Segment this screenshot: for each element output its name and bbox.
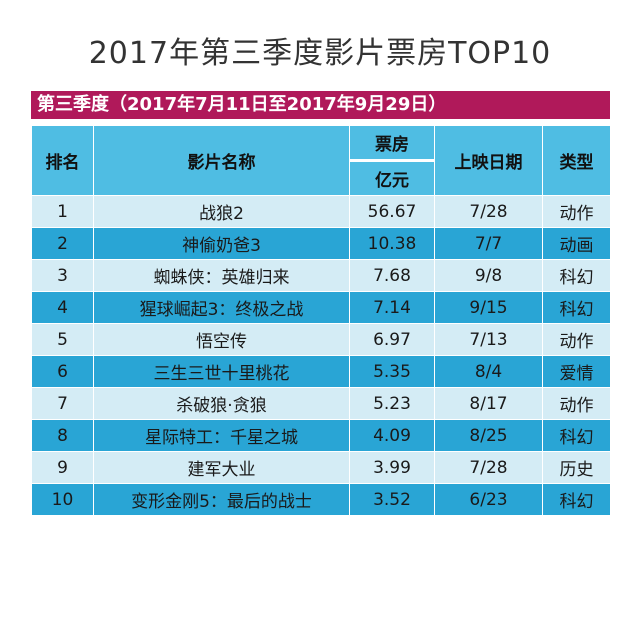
genre-cell: 科幻 (542, 259, 611, 292)
rank-cell: 7 (31, 387, 94, 420)
film-name-cell: 星际特工：千星之城 (93, 419, 350, 452)
release-date-cell: 9/15 (434, 291, 543, 324)
box-office-cell: 3.52 (349, 483, 435, 516)
box-office-cell: 5.23 (349, 387, 435, 420)
table-row: 2 神偷奶爸3 10.38 7/7 动画 (31, 227, 611, 260)
table-row: 7 杀破狼·贪狼 5.23 8/17 动作 (31, 387, 611, 420)
box-office-cell: 7.14 (349, 291, 435, 324)
box-office-cell: 7.68 (349, 259, 435, 292)
rank-cell: 2 (31, 227, 94, 260)
genre-cell: 科幻 (542, 419, 611, 452)
rank-cell: 8 (31, 419, 94, 452)
release-date-cell: 9/8 (434, 259, 543, 292)
header-film-name: 影片名称 (93, 125, 350, 196)
genre-cell: 动作 (542, 387, 611, 420)
table-row: 5 悟空传 6.97 7/13 动作 (31, 323, 611, 356)
header-box-office-unit: 亿元 (349, 160, 435, 196)
rank-cell: 9 (31, 451, 94, 484)
film-name-cell: 建军大业 (93, 451, 350, 484)
rank-cell: 6 (31, 355, 94, 388)
table-row: 6 三生三世十里桃花 5.35 8/4 爱情 (31, 355, 611, 388)
release-date-cell: 8/4 (434, 355, 543, 388)
rank-cell: 1 (31, 195, 94, 228)
box-office-cell: 6.97 (349, 323, 435, 356)
box-office-cell: 56.67 (349, 195, 435, 228)
table-row: 1 战狼2 56.67 7/28 动作 (31, 195, 611, 228)
genre-cell: 动作 (542, 323, 611, 356)
rank-cell: 3 (31, 259, 94, 292)
film-name-cell: 变形金刚5：最后的战士 (93, 483, 350, 516)
film-name-cell: 猩球崛起3：终极之战 (93, 291, 350, 324)
release-date-cell: 6/23 (434, 483, 543, 516)
release-date-cell: 7/28 (434, 195, 543, 228)
genre-cell: 动作 (542, 195, 611, 228)
release-date-cell: 8/25 (434, 419, 543, 452)
table-row: 4 猩球崛起3：终极之战 7.14 9/15 科幻 (31, 291, 611, 324)
genre-cell: 历史 (542, 451, 611, 484)
film-name-cell: 悟空传 (93, 323, 350, 356)
header-box-office: 票房 (349, 125, 435, 162)
table-row: 9 建军大业 3.99 7/28 历史 (31, 451, 611, 484)
genre-cell: 爱情 (542, 355, 611, 388)
release-date-cell: 7/13 (434, 323, 543, 356)
genre-cell: 科幻 (542, 291, 611, 324)
film-name-cell: 三生三世十里桃花 (93, 355, 350, 388)
film-name-cell: 神偷奶爸3 (93, 227, 350, 260)
release-date-cell: 7/7 (434, 227, 543, 260)
rank-cell: 10 (31, 483, 94, 516)
film-name-cell: 杀破狼·贪狼 (93, 387, 350, 420)
page-title: 2017年第三季度影片票房TOP10 (88, 36, 552, 71)
period-banner: 第三季度（2017年7月11日至2017年9月29日） (31, 91, 610, 119)
box-office-table: 排名 影片名称 票房 上映日期 类型 亿元 1 战狼2 56.67 7/28 动作 2 神偷… (31, 125, 611, 516)
genre-cell: 科幻 (542, 483, 611, 516)
box-office-cell: 5.35 (349, 355, 435, 388)
rank-cell: 4 (31, 291, 94, 324)
box-office-cell: 3.99 (349, 451, 435, 484)
table-row: 8 星际特工：千星之城 4.09 8/25 科幻 (31, 419, 611, 452)
header-release-date: 上映日期 (434, 125, 543, 196)
film-name-cell: 战狼2 (93, 195, 350, 228)
box-office-cell: 4.09 (349, 419, 435, 452)
box-office-cell: 10.38 (349, 227, 435, 260)
genre-cell: 动画 (542, 227, 611, 260)
rank-cell: 5 (31, 323, 94, 356)
release-date-cell: 7/28 (434, 451, 543, 484)
header-genre: 类型 (542, 125, 611, 196)
table-row: 10 变形金刚5：最后的战士 3.52 6/23 科幻 (31, 483, 611, 516)
release-date-cell: 8/17 (434, 387, 543, 420)
header-rank: 排名 (31, 125, 94, 196)
table-row: 3 蜘蛛侠：英雄归来 7.68 9/8 科幻 (31, 259, 611, 292)
film-name-cell: 蜘蛛侠：英雄归来 (93, 259, 350, 292)
